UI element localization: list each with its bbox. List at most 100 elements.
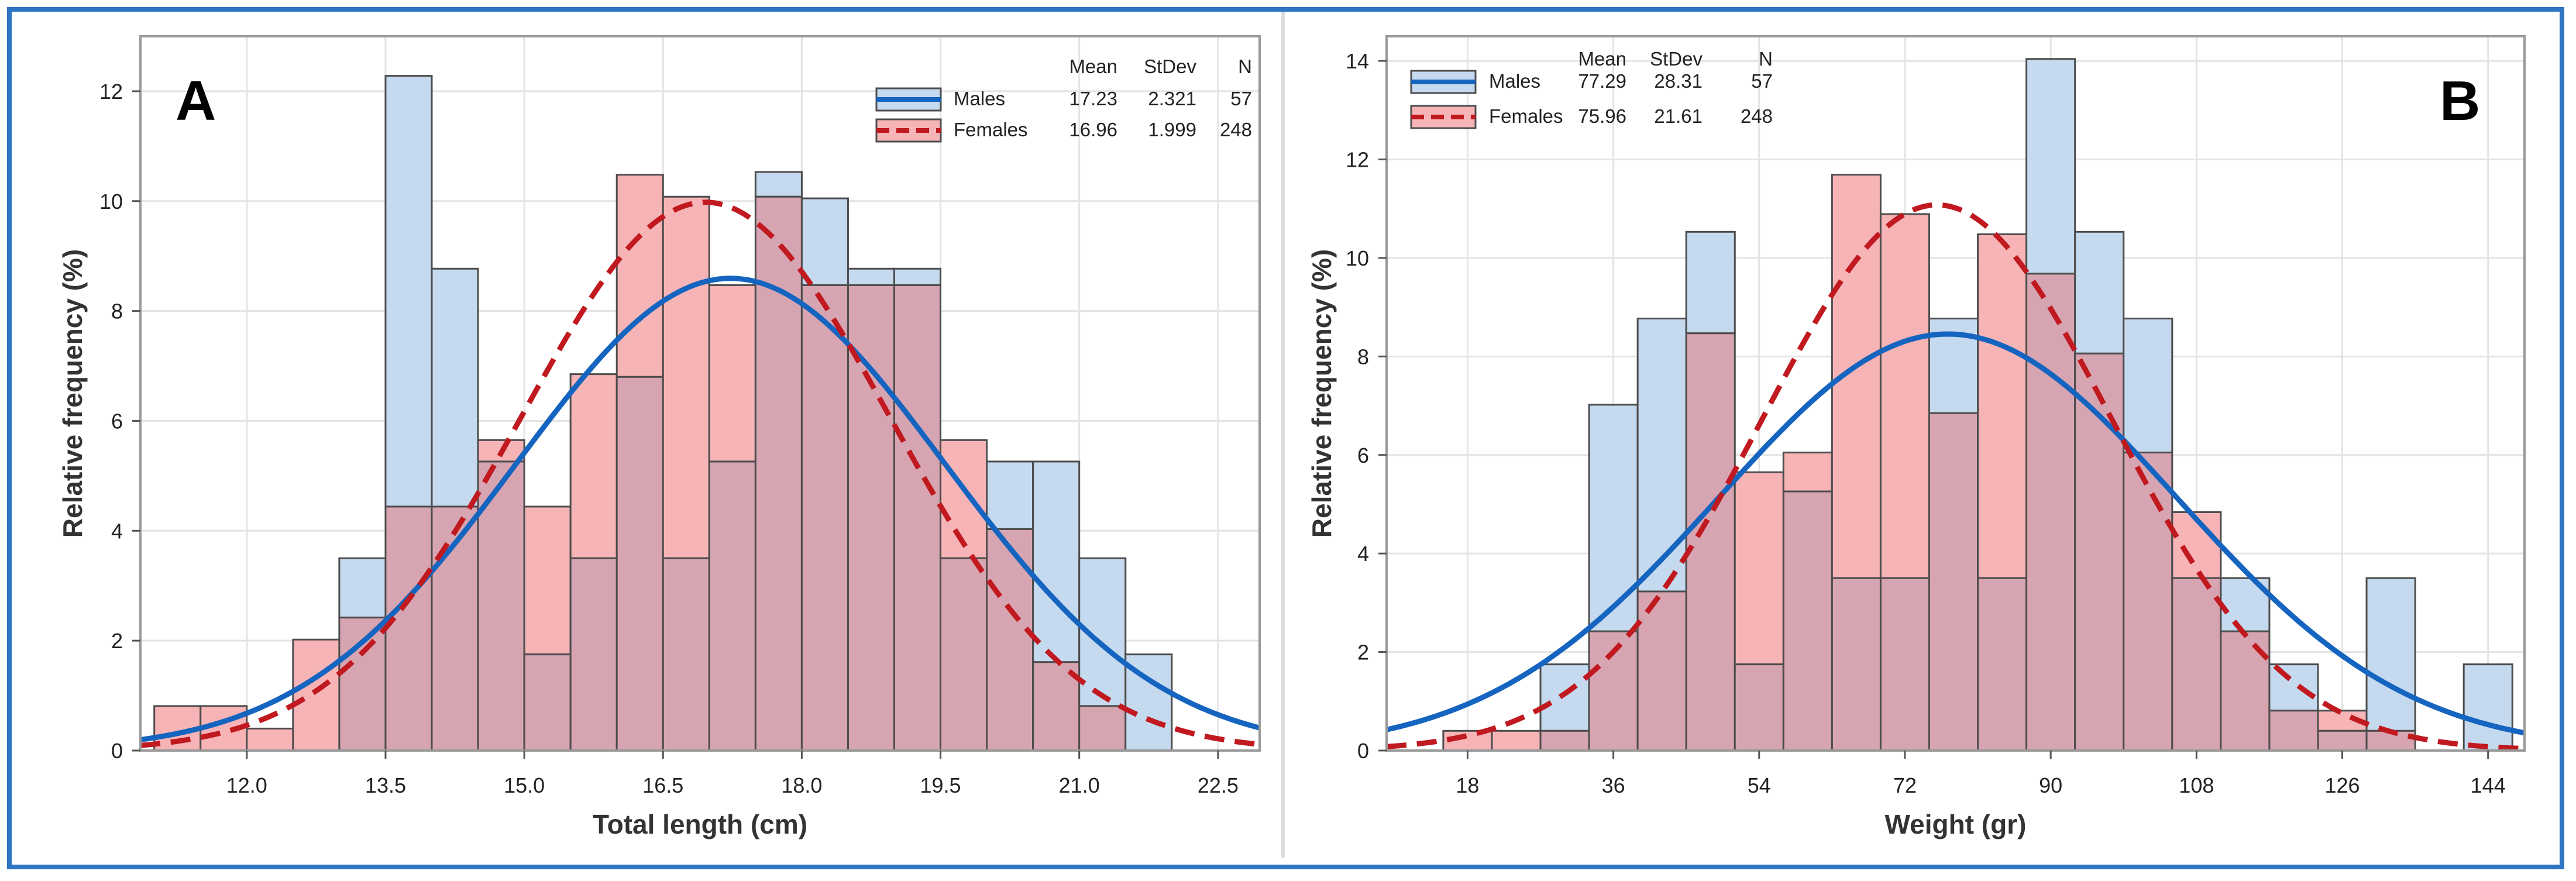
y-tick-label: 2 <box>1357 641 1369 665</box>
axis-ticks: 12.0 13.5 15.0 16.5 18.0 19.5 21.0 22.5 0 2 4 6 8 10 1… <box>99 80 1239 797</box>
panel-a: 12.0 13.5 15.0 16.5 18.0 19.5 21.0 22.5 0 2 4 6 8 10 1… <box>57 35 1261 839</box>
panel-label: B <box>2440 70 2480 132</box>
legend-label-females: Females <box>954 119 1028 140</box>
bar-males <box>2025 58 2076 275</box>
bar-overlap <box>384 505 433 752</box>
x-tick-label: 126 <box>2324 773 2360 797</box>
bar-overlap <box>1928 412 1979 752</box>
x-tick-label: 36 <box>1602 773 1625 797</box>
bar-overlap <box>1879 577 1931 752</box>
x-tick-label: 18 <box>1456 773 1479 797</box>
bar-overlap <box>2123 452 2173 752</box>
bar-overlap <box>2171 577 2222 752</box>
axis-ticks: 18 36 54 72 90 108 126 144 0 2 4 6 8 10 12 14 <box>1346 49 2506 797</box>
bar-overlap <box>940 557 988 752</box>
bar-females <box>246 727 294 752</box>
histogram-bars <box>153 75 1173 752</box>
bar-males <box>2462 663 2513 752</box>
bar-females <box>1977 233 2028 579</box>
legend-n-males: 57 <box>1230 88 1252 109</box>
legend: Mean StDev N Males 77.29 28.31 57 Female… <box>1410 48 1773 129</box>
legend-stdev-males: 2.321 <box>1148 88 1196 109</box>
bar-overlap <box>1539 729 1590 752</box>
bar-overlap <box>569 557 618 752</box>
legend-label-males: Males <box>1489 70 1540 92</box>
bar-males <box>1032 460 1081 663</box>
legend-stdev-females: 21.61 <box>1654 105 1703 127</box>
panel-divider <box>1281 12 1285 858</box>
y-tick-label: 4 <box>1357 542 1369 566</box>
legend-mean-males: 17.23 <box>1069 88 1117 109</box>
y-tick-label: 8 <box>111 300 123 324</box>
bar-overlap <box>1831 577 1882 752</box>
bar-females <box>569 373 618 559</box>
legend-header-mean: Mean <box>1578 48 1626 70</box>
bar-overlap <box>2025 273 2076 752</box>
bar-females <box>1491 729 1542 752</box>
y-tick-label: 10 <box>99 190 123 214</box>
legend-header-mean: Mean <box>1069 56 1117 77</box>
y-axis-label: Relative frequency (%) <box>57 249 88 538</box>
x-axis-label: Total length (cm) <box>593 809 807 839</box>
bar-overlap <box>338 617 387 752</box>
bar-males <box>754 171 803 198</box>
x-tick-label: 12.0 <box>226 773 267 797</box>
histogram-bars <box>1442 58 2513 752</box>
bar-males <box>1588 404 1639 632</box>
y-tick-label: 10 <box>1346 246 1369 270</box>
bar-overlap <box>986 528 1034 752</box>
legend-mean-males: 77.29 <box>1578 70 1626 92</box>
bar-males <box>431 267 479 508</box>
bar-overlap <box>615 376 664 752</box>
bar-overlap <box>2317 729 2368 752</box>
x-axis-label: Weight (gr) <box>1885 809 2027 839</box>
bar-overlap <box>754 195 803 752</box>
bar-overlap <box>662 557 710 752</box>
x-tick-label: 144 <box>2471 773 2506 797</box>
normal-curves <box>140 199 1260 748</box>
x-tick-label: 19.5 <box>920 773 961 797</box>
y-tick-label: 12 <box>99 80 123 104</box>
legend-mean-females: 75.96 <box>1578 105 1626 127</box>
bar-females <box>1879 213 1931 579</box>
bar-females <box>662 195 710 559</box>
bar-overlap <box>1977 577 2028 752</box>
bar-overlap <box>893 284 942 752</box>
bar-females <box>523 505 572 656</box>
panel-b: 18 36 54 72 90 108 126 144 0 2 4 6 8 10 12 14 B Weight … <box>1306 35 2526 839</box>
bar-males <box>1685 230 1736 335</box>
plot-area-border <box>1385 35 2526 752</box>
bar-males <box>986 460 1034 530</box>
bar-females <box>1782 452 1833 493</box>
bar-males <box>893 267 942 286</box>
bar-males <box>2268 663 2319 712</box>
bar-overlap <box>708 460 756 752</box>
x-tick-label: 54 <box>1748 773 1771 797</box>
x-tick-label: 22.5 <box>1198 773 1239 797</box>
legend-label-males: Males <box>954 88 1005 109</box>
y-tick-label: 0 <box>1357 739 1369 763</box>
bar-overlap <box>1636 590 1687 752</box>
legend-stdev-males: 28.31 <box>1654 70 1703 92</box>
bar-females <box>615 174 664 378</box>
x-tick-label: 13.5 <box>365 773 406 797</box>
y-axis-label: Relative frequency (%) <box>1306 249 1337 538</box>
y-tick-label: 12 <box>1346 148 1369 172</box>
bar-females <box>1734 471 1784 666</box>
legend-header-stdev: StDev <box>1144 56 1196 77</box>
bar-females <box>292 638 341 752</box>
bar-overlap <box>2074 352 2125 752</box>
y-tick-label: 4 <box>111 519 123 543</box>
x-tick-label: 16.5 <box>642 773 683 797</box>
x-tick-label: 90 <box>2039 773 2062 797</box>
bar-males <box>800 197 849 286</box>
x-tick-label: 72 <box>1893 773 1917 797</box>
bar-overlap <box>523 653 572 752</box>
y-tick-label: 0 <box>111 739 123 763</box>
legend-mean-females: 16.96 <box>1069 119 1117 140</box>
bar-overlap <box>2220 630 2271 752</box>
bar-males <box>384 75 433 508</box>
y-tick-label: 6 <box>111 409 123 433</box>
legend-n-females: 248 <box>1741 105 1773 127</box>
